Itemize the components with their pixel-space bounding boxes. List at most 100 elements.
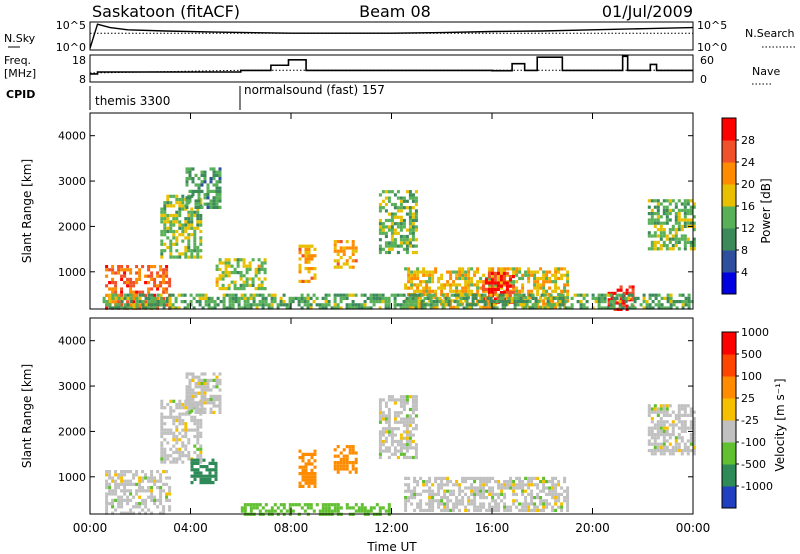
heatmap-cell [671,228,675,232]
heatmap-cell [677,247,681,251]
heatmap-cell [188,196,192,200]
heatmap-cell [452,289,456,293]
heatmap-cell [405,420,409,424]
heatmap-cell [390,228,394,232]
heatmap-cell [662,231,666,235]
heatmap-cell [432,300,436,304]
heatmap-cell [668,199,672,203]
heatmap-cell [410,496,414,500]
heatmap-cell [333,259,337,263]
heatmap-cell [105,293,109,297]
heatmap-cell [493,271,497,275]
heatmap-cell [135,293,139,297]
heatmap-cell [494,499,498,503]
heatmap-cell [665,221,669,225]
heatmap-cell [307,257,311,261]
heatmap-cell [494,502,498,506]
heatmap-cell [485,305,489,309]
heatmap-cell [166,431,170,435]
heatmap-cell [288,506,292,510]
heatmap-cell [108,296,112,300]
heatmap-cell [150,489,154,493]
heatmap-cell [214,471,218,475]
heatmap-cell [566,273,570,277]
heatmap-cell [166,194,170,198]
heatmap-cell [199,197,203,202]
heatmap-cell [560,486,564,490]
heatmap-cell [461,273,465,277]
heatmap-cell [408,446,412,450]
heatmap-cell [680,420,684,424]
heatmap-cell [209,394,213,398]
heatmap-cell [150,476,154,480]
heatmap-cell [546,303,550,307]
heatmap-cell [607,304,611,308]
heatmap-cell [467,499,471,503]
heatmap-cell [165,482,169,486]
heatmap-cell [199,229,203,234]
heatmap-cell [199,418,203,423]
heatmap-cell [659,449,663,453]
heatmap-cell [530,496,534,500]
heatmap-cell [524,508,528,512]
heatmap-cell [214,468,218,472]
heatmap-cell [307,478,311,482]
heatmap-cell [399,209,403,213]
heatmap-cell [175,415,179,419]
heatmap-cell [680,202,684,206]
heatmap-cell [426,293,430,297]
heatmap-cell [129,492,133,496]
heatmap-cell [473,486,477,490]
heatmap-cell [351,249,355,253]
heatmap-cell [163,422,167,426]
heatmap-cell [387,407,391,412]
heatmap-cell [197,177,201,181]
heatmap-cell [201,293,205,297]
heatmap-cell [426,296,430,300]
heatmap-cell [615,296,619,300]
heatmap-cell [662,433,666,437]
heatmap-cell [209,378,213,382]
heatmap-cell [428,496,432,500]
heatmap-cell [536,505,540,509]
heatmap-cell [384,420,388,424]
heatmap-cell [378,401,382,405]
heatmap-cell [561,296,565,300]
heatmap-cell [384,196,388,200]
heatmap-cell [416,492,420,496]
heatmap-cell [560,276,564,281]
heatmap-cell [336,262,340,266]
heatmap-cell [206,401,210,405]
heatmap-cell [496,297,500,301]
heatmap-cell [554,283,558,287]
heatmap-cell [405,439,409,444]
heatmap-cell [261,303,265,307]
heatmap-cell [218,410,222,414]
heatmap-cell [108,306,112,310]
heatmap-cell [485,508,489,512]
heatmap-cell [198,303,202,307]
heatmap-cell [159,274,163,278]
heatmap-cell [437,276,441,281]
heatmap-cell [513,293,517,297]
heatmap-cell [490,281,494,285]
heatmap-cell [288,296,292,300]
heatmap-cell [429,296,433,300]
heatmap-cell [387,414,391,418]
heatmap-cell [405,401,409,405]
heatmap-cell [503,505,507,509]
heatmap-cell [166,402,170,407]
heatmap-cell [178,210,182,214]
heatmap-cell [313,254,317,258]
heatmap-cell [551,486,555,490]
heatmap-cell [298,251,302,255]
heatmap-cell [449,270,453,274]
heatmap-cell [452,505,456,509]
heatmap-cell [203,407,207,411]
heatmap-cell [387,455,391,460]
heatmap-cell [665,244,669,248]
heatmap-cell [129,479,133,483]
heatmap-cell [416,270,420,274]
heatmap-cell [181,252,185,256]
heatmap-cell [126,511,130,515]
